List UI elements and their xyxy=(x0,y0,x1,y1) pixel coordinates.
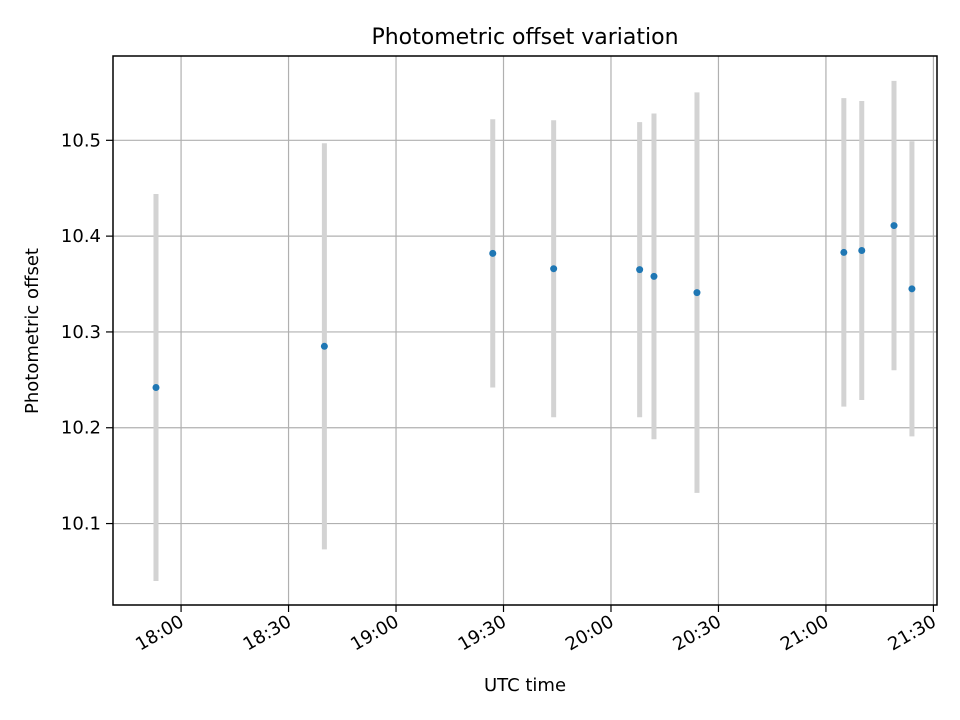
grid xyxy=(113,56,937,605)
y-tick-label: 10.1 xyxy=(61,514,101,535)
data-point xyxy=(840,248,848,256)
x-tick-label: 20:30 xyxy=(670,611,725,655)
x-tick-label: 19:00 xyxy=(347,611,402,655)
x-axis-label: UTC time xyxy=(484,675,566,696)
x-tick-label: 20:00 xyxy=(562,611,617,655)
x-axis-ticks: 18:00 18:30 19:00 19:30 20:00 20:30 21:00 21:30 xyxy=(132,605,940,655)
x-tick-label: 18:30 xyxy=(240,611,295,655)
data-point xyxy=(489,249,497,257)
data-point xyxy=(320,342,328,350)
data-point xyxy=(693,289,701,297)
y-tick-label: 10.5 xyxy=(61,130,101,151)
data-point xyxy=(908,285,916,293)
data-point xyxy=(650,272,658,280)
data-point xyxy=(152,384,160,392)
data-point xyxy=(890,222,898,230)
chart-title: Photometric offset variation xyxy=(371,25,678,50)
x-tick-label: 21:00 xyxy=(777,611,832,655)
data-points xyxy=(152,222,916,392)
x-tick-label: 18:00 xyxy=(132,611,187,655)
data-point xyxy=(636,266,644,274)
y-tick-label: 10.4 xyxy=(61,226,101,247)
data-point xyxy=(550,265,558,273)
y-axis-label: Photometric offset xyxy=(22,248,43,414)
x-tick-label: 19:30 xyxy=(455,611,510,655)
x-tick-label: 21:30 xyxy=(884,611,939,655)
data-point xyxy=(858,246,866,254)
error-bars xyxy=(153,80,915,582)
y-tick-label: 10.2 xyxy=(61,418,101,439)
y-tick-label: 10.3 xyxy=(61,322,101,343)
plot-frame xyxy=(112,55,938,606)
y-axis-ticks: 10.1 10.2 10.3 10.4 10.5 xyxy=(61,130,113,535)
